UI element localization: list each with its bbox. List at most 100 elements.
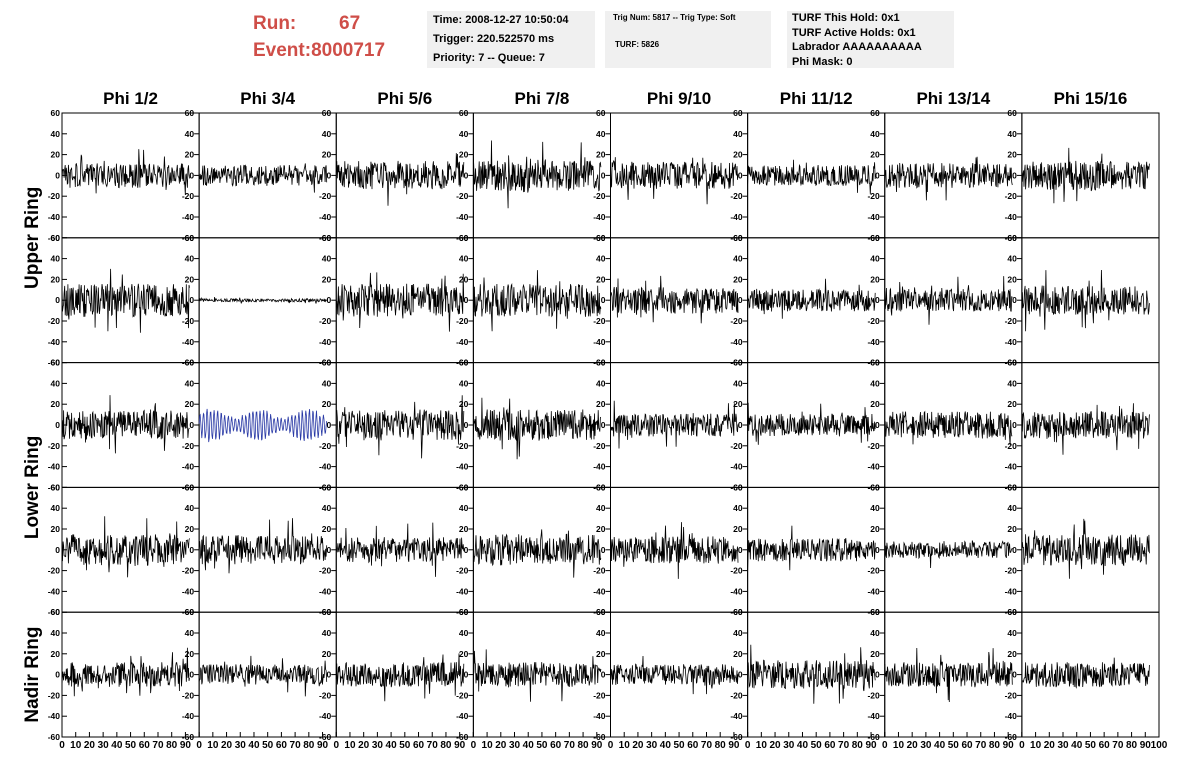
ytick-label-r3c3-5: -40 [456,586,469,596]
ytick-label-r0c1-2: 20 [185,150,195,160]
xtick-label-c3-9: 90 [591,740,603,751]
ytick-label-r2c7-5: -40 [1005,462,1018,472]
ytick-label-r4c2-0: 60 [322,607,332,617]
time-text: Time: 2008-12-27 10:50:04 [433,14,569,26]
ytick-label-r2c7-1: 40 [1007,378,1017,388]
ytick-label-r0c7-0: 60 [1007,108,1017,118]
ytick-label-r3c6-1: 40 [870,503,880,513]
run-value: 67 [339,13,361,34]
ytick-label-r2c6-2: 20 [870,399,880,409]
xtick-label-c2-0: 0 [333,740,339,751]
ytick-label-r2c5-0: 60 [733,358,743,368]
ytick-label-r4c1-2: 20 [185,649,195,659]
xtick-label-c4-4: 40 [660,740,672,751]
ytick-label-r2c2-4: -20 [319,441,332,451]
ytick-label-r2-4: -20 [48,441,61,451]
xtick-label-c2-7: 70 [427,740,439,751]
ytick-label-r3c2-0: 60 [322,482,332,492]
waveform-r4c3 [473,649,602,702]
xtick-label-c4-3: 30 [646,740,658,751]
ytick-label-r3c4-0: 60 [596,482,606,492]
ytick-label-r3c6-5: -40 [867,586,880,596]
ytick-label-r1c7-4: -20 [1005,316,1018,326]
ytick-label-r0c1-3: 0 [189,170,194,180]
ytick-label-r0c1-5: -40 [182,212,195,222]
phi-mask-text: Phi Mask: 0 [792,55,853,68]
ytick-label-r4c2-1: 40 [322,628,332,638]
ytick-label-r2-2: 20 [51,399,61,409]
xtick-label-c1-8: 80 [303,740,315,751]
ytick-label-r1c4-1: 40 [596,254,606,264]
xtick-label-c5-4: 40 [797,740,809,751]
ytick-label-r0c3-3: 0 [464,170,469,180]
waveform-r3c3 [473,529,602,578]
panel-frame-r0c5 [747,112,886,239]
ytick-label-r1c7-0: 60 [1007,233,1017,243]
ytick-label-r4c4-3: 0 [601,670,606,680]
xtick-label-c5-9: 90 [865,740,877,751]
ytick-label-r0c4-4: -20 [593,191,606,201]
ytick-label-r2c5-1: 40 [733,378,743,388]
xtick-label-c4-6: 60 [687,740,699,751]
ytick-label-r2c4-2: 20 [596,399,606,409]
ytick-label-r4c5-4: -20 [730,690,743,700]
xtick-label-c4-0: 0 [608,740,614,751]
ytick-label-r1c4-0: 60 [596,233,606,243]
ytick-label-r2c4-0: 60 [596,358,606,368]
trigger-info-box: Trig Num: 5817 -- Trig Type: Soft TURF: … [605,11,771,68]
ytick-label-r4c3-0: 60 [459,607,469,617]
waveform-r4c0 [61,647,190,697]
ytick-label-r1c3-3: 0 [464,295,469,305]
waveform-r3c4 [610,522,739,579]
xtick-label-c6-9: 90 [1003,740,1015,751]
xtick-label-c3-7: 70 [564,740,576,751]
xtick-label-c7-0: 0 [1019,740,1025,751]
ytick-label-r0c6-0: 60 [870,108,880,118]
ytick-label-r4c5-6: -60 [730,732,743,742]
ytick-label-r1c2-5: -40 [319,337,332,347]
xtick-label-c3-0: 0 [471,740,477,751]
column-title-4: Phi 9/10 [647,89,711,108]
ytick-label-r4c4-1: 40 [596,628,606,638]
ytick-label-r1c7-1: 40 [1007,254,1017,264]
ytick-label-r4-3: 0 [55,670,60,680]
xtick-label-c2-6: 60 [413,740,425,751]
ytick-label-r2c5-2: 20 [733,399,743,409]
ytick-label-r3c2-4: -20 [319,566,332,576]
waveform-r3c5 [747,525,876,571]
ytick-label-r3c7-4: -20 [1005,566,1018,576]
ytick-label-r1-5: -40 [48,337,61,347]
turf-info-box: TURF This Hold: 0x1 TURF Active Holds: 0… [787,11,954,68]
xtick-label-c4-7: 70 [701,740,713,751]
xtick-label-c7-7: 70 [1112,740,1124,751]
ytick-label-r2c2-0: 60 [322,358,332,368]
ytick-label-r0-4: -20 [48,191,61,201]
ytick-label-r3c2-2: 20 [322,524,332,534]
ytick-label-r4c2-4: -20 [319,690,332,700]
ytick-label-r1c6-5: -40 [867,337,880,347]
ytick-label-r0-3: 0 [55,170,60,180]
ytick-label-r2c6-5: -40 [867,462,880,472]
xtick-label-c0-3: 30 [98,740,110,751]
ytick-label-r2c7-3: 0 [1012,420,1017,430]
xtick-label-c1-9: 90 [317,740,329,751]
waveform-r3c0 [61,516,190,578]
ytick-label-r2c6-3: 0 [875,420,880,430]
ytick-label-r0-1: 40 [51,129,61,139]
xtick-label-c0-4: 40 [111,740,123,751]
ytick-label-r2c6-4: -20 [867,441,880,451]
ytick-label-r4c5-2: 20 [733,649,743,659]
ytick-label-r3-5: -40 [48,586,61,596]
ytick-label-r0c5-3: 0 [738,170,743,180]
ytick-label-r1-2: 20 [51,274,61,284]
column-title-3: Phi 7/8 [515,89,570,108]
time-info-box: Time: 2008-12-27 10:50:04 Trigger: 220.5… [427,11,595,68]
ytick-label-r4c5-5: -40 [730,711,743,721]
waveform-r3c2 [335,522,465,577]
ytick-label-r2c1-4: -20 [182,441,195,451]
xtick-label-c6-7: 70 [975,740,987,751]
waveform-r0c0 [61,149,190,195]
waveform-r2c3 [473,397,602,460]
ytick-label-r3c7-1: 40 [1007,503,1017,513]
